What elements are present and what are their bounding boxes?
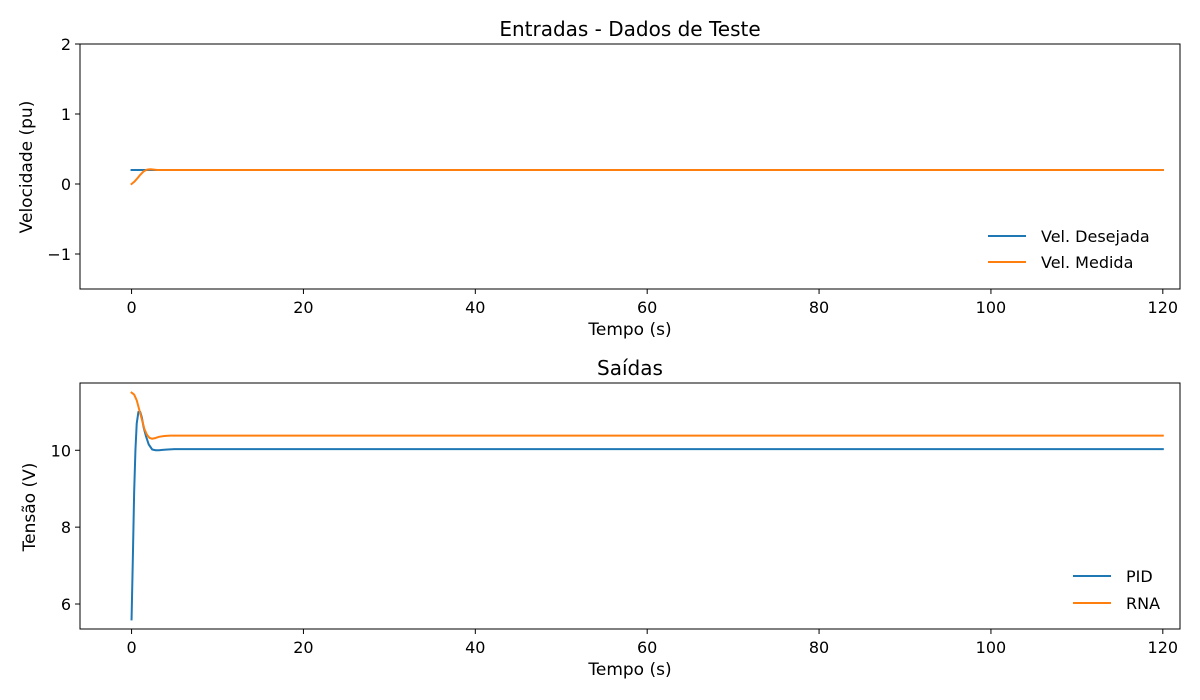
panel-outputs-ylabel: Tensão (V) <box>20 463 40 553</box>
legend-label-vel-medida: Vel. Medida <box>1041 253 1133 272</box>
x-tick-label: 60 <box>637 638 657 657</box>
x-tick-label: 40 <box>465 638 485 657</box>
panel-outputs: Saídas 0 20 40 60 80 100 120 6 8 10 Tempo (s) Ten… <box>20 356 1181 680</box>
panel-inputs: Entradas - Dados de Teste 0 20 40 60 80 100 12… <box>17 17 1181 340</box>
x-tick-label: 0 <box>126 638 136 657</box>
panel-inputs-ylabel: Velocidade (pu) <box>17 101 37 234</box>
y-tick-label: 2 <box>61 35 71 54</box>
panel-outputs-series <box>130 391 1164 621</box>
panel-outputs-title: Saídas <box>597 356 663 380</box>
panel-outputs-xlabel: Tempo (s) <box>587 660 671 680</box>
x-tick-label: 120 <box>1148 298 1179 317</box>
panel-inputs-plot-area: 0 20 40 60 80 100 120 −1 0 1 2 <box>47 35 1181 317</box>
series-line-rna <box>130 391 1164 440</box>
x-tick-label: 60 <box>637 298 657 317</box>
x-tick-label: 20 <box>293 638 313 657</box>
legend-label-rna: RNA <box>1126 594 1160 613</box>
panel-inputs-xlabel: Tempo (s) <box>587 320 671 340</box>
panel-inputs-title: Entradas - Dados de Teste <box>499 17 760 41</box>
x-tick-label: 100 <box>976 638 1007 657</box>
x-tick-label: 80 <box>809 638 829 657</box>
panel-outputs-legend: PID RNA <box>1073 567 1160 613</box>
x-tick-label: 20 <box>293 298 313 317</box>
x-tick-label: 0 <box>126 298 136 317</box>
y-tick-label: 1 <box>61 105 71 124</box>
x-tick-label: 80 <box>809 298 829 317</box>
y-tick-label: 6 <box>61 595 71 614</box>
panel-inputs-series <box>130 168 1164 186</box>
x-tick-label: 40 <box>465 298 485 317</box>
x-tick-label: 120 <box>1148 638 1179 657</box>
legend-label-pid: PID <box>1126 567 1153 586</box>
x-tick-label: 100 <box>976 298 1007 317</box>
y-tick-label: 10 <box>51 441 71 460</box>
series-line-pid <box>130 410 1164 621</box>
y-tick-label: 8 <box>61 518 71 537</box>
legend-label-vel-desejada: Vel. Desejada <box>1041 227 1150 246</box>
y-tick-label: 0 <box>61 175 71 194</box>
panel-outputs-frame <box>79 382 1181 630</box>
panel-outputs-plot-area: 0 20 40 60 80 100 120 6 8 10 <box>51 382 1181 657</box>
series-line-vel-medida <box>130 168 1164 186</box>
y-tick-label: −1 <box>47 245 71 264</box>
panel-inputs-frame <box>79 43 1181 290</box>
panel-inputs-legend: Vel. Desejada Vel. Medida <box>988 227 1150 272</box>
